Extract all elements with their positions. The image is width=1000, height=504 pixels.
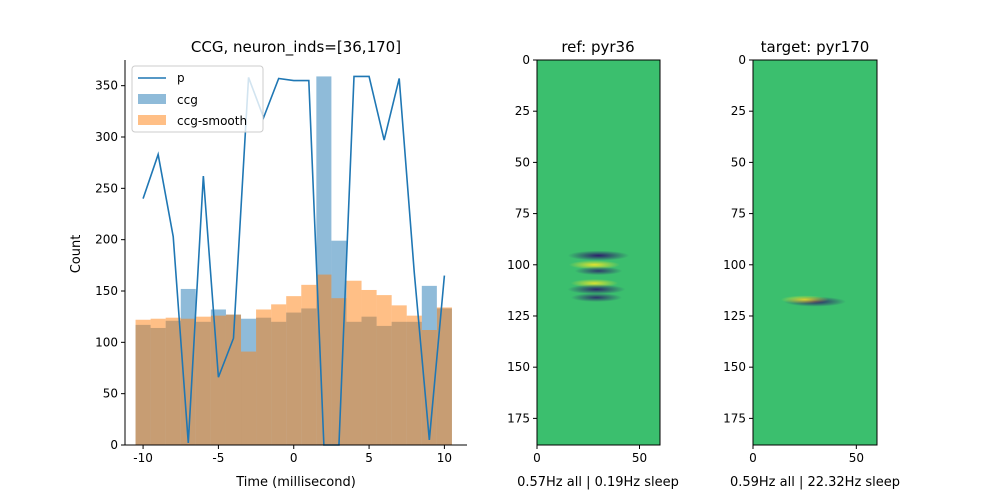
ccg-x-axis-label: Time (millisecond) bbox=[235, 475, 356, 490]
ccg-smooth-bar bbox=[195, 316, 211, 445]
ccg-x-tick-label: 10 bbox=[437, 451, 452, 465]
legend-label-p: p bbox=[177, 71, 185, 85]
target-heatmap-y-tick-label: 175 bbox=[723, 411, 746, 425]
ccg-smooth-bar bbox=[406, 315, 422, 445]
ccg-x-tick-label: -5 bbox=[212, 451, 224, 465]
target-heatmap-y-tick-label: 75 bbox=[731, 207, 746, 221]
target-heatmap-panel: target: pyr170 0.59Hz all | 22.32Hz slee… bbox=[723, 38, 900, 490]
ref-heatmap-y-tick-label: 25 bbox=[515, 104, 530, 118]
ref-heatmap-y-tick-label: 175 bbox=[507, 411, 530, 425]
ccg-y-tick-label: 50 bbox=[103, 387, 118, 401]
ccg-x-tick-label: -10 bbox=[133, 451, 153, 465]
ccg-y-tick-label: 250 bbox=[95, 181, 118, 195]
ref-heatmap-axes: 0 50 0 25 50 75 100 125 150 175 bbox=[507, 53, 661, 465]
target-heatmap-background bbox=[753, 60, 877, 445]
ccg-smooth-bar bbox=[391, 305, 407, 445]
ccg-smooth-bar bbox=[180, 318, 196, 445]
ref-heatmap-y-tick-label: 125 bbox=[507, 309, 530, 323]
ref-heatmap-y-tick-label: 0 bbox=[522, 53, 530, 67]
legend-swatch-ccg bbox=[138, 94, 166, 104]
p-line bbox=[142, 75, 446, 446]
ccg-x-tick-label: 0 bbox=[290, 451, 298, 465]
ref-heatmap-negative-band bbox=[570, 293, 623, 302]
ccg-y-tick-label: 100 bbox=[95, 335, 118, 349]
ccg-smooth-bar bbox=[256, 309, 272, 445]
ccg-smooth-bar bbox=[286, 296, 302, 445]
ccg-smooth-bar bbox=[150, 318, 166, 445]
ccg-y-tick-label: 150 bbox=[95, 284, 118, 298]
target-heatmap-y-tick-label: 150 bbox=[723, 360, 746, 374]
ref-heatmap-y-tick-label: 75 bbox=[515, 207, 530, 221]
ref-heatmap-y-tick-label: 50 bbox=[515, 155, 530, 169]
ccg-y-tick-label: 200 bbox=[95, 233, 118, 247]
ref-heatmap-image bbox=[537, 60, 660, 445]
ccg-smooth-bar bbox=[316, 274, 332, 445]
target-heatmap-x-axis-label: 0.59Hz all | 22.32Hz sleep bbox=[730, 475, 900, 490]
target-heatmap-axes: 0 50 0 25 50 75 100 125 150 175 bbox=[723, 53, 878, 465]
ref-heatmap-x-axis-label: 0.57Hz all | 0.19Hz sleep bbox=[517, 475, 679, 490]
ccg-y-tick-label: 0 bbox=[110, 438, 118, 452]
ccg-title: CCG, neuron_inds=[36,170] bbox=[191, 38, 401, 57]
target-heatmap-frame bbox=[752, 59, 878, 446]
ccg-smooth-bar bbox=[436, 307, 452, 445]
legend-label-ccg-smooth: ccg-smooth bbox=[177, 114, 247, 128]
ccg-x-tick-label: 5 bbox=[365, 451, 373, 465]
ref-heatmap-positive-band bbox=[568, 260, 620, 270]
ref-heatmap-panel: ref: pyr36 0.57Hz all | 0.19Hz sleep 0 50… bbox=[507, 38, 679, 490]
ccg-smooth-bar bbox=[361, 289, 377, 445]
ref-heatmap-negative-band bbox=[567, 284, 626, 295]
ref-heatmap-x-tick-label: 50 bbox=[632, 451, 647, 465]
ccg-y-axis-label: Count bbox=[69, 235, 84, 274]
ccg-smooth-bar bbox=[165, 317, 181, 445]
p-line-layer bbox=[142, 75, 446, 446]
ccg-smooth-bar bbox=[241, 351, 257, 445]
ccg-panel: CCG, neuron_inds=[36,170] Time (millisec… bbox=[69, 38, 467, 490]
ref-heatmap-y-tick-label: 100 bbox=[507, 258, 530, 272]
ccg-y-tick-label: 350 bbox=[95, 79, 118, 93]
ccg-smooth-bar bbox=[301, 284, 317, 445]
ref-heatmap-title: ref: pyr36 bbox=[561, 38, 634, 56]
target-heatmap-title: target: pyr170 bbox=[761, 38, 870, 56]
ccg-smooth-bar bbox=[271, 304, 287, 445]
ccg-smooth-bar bbox=[135, 319, 151, 445]
target-heatmap-x-tick-label: 50 bbox=[849, 451, 864, 465]
ccg-legend: p ccg ccg-smooth bbox=[131, 65, 264, 133]
target-heatmap-y-tick-label: 50 bbox=[731, 155, 746, 169]
target-heatmap-positive-band bbox=[780, 295, 829, 304]
ref-heatmap-negative-band bbox=[567, 250, 630, 261]
ccg-y-tick-label: 300 bbox=[95, 130, 118, 144]
target-heatmap-x-tick-label: 0 bbox=[749, 451, 757, 465]
target-heatmap-y-tick-label: 0 bbox=[738, 53, 746, 67]
ccg-smooth-bar bbox=[376, 295, 392, 445]
target-heatmap-y-tick-label: 100 bbox=[723, 258, 746, 272]
ccg-bars bbox=[135, 76, 452, 445]
ccg-smooth-bar bbox=[346, 280, 362, 445]
ccg-smooth-bar bbox=[421, 330, 437, 445]
legend-swatch-ccg-smooth bbox=[138, 115, 166, 125]
ref-heatmap-x-tick-label: 0 bbox=[533, 451, 541, 465]
target-heatmap-y-tick-label: 125 bbox=[723, 309, 746, 323]
legend-label-ccg: ccg bbox=[177, 93, 198, 107]
ref-heatmap-negative-band bbox=[574, 266, 623, 276]
target-heatmap-image bbox=[753, 60, 877, 445]
ref-heatmap-frame bbox=[536, 59, 661, 446]
ccg-smooth-bar bbox=[210, 315, 226, 445]
ref-heatmap-y-tick-label: 150 bbox=[507, 360, 530, 374]
target-heatmap-y-tick-label: 25 bbox=[731, 104, 746, 118]
